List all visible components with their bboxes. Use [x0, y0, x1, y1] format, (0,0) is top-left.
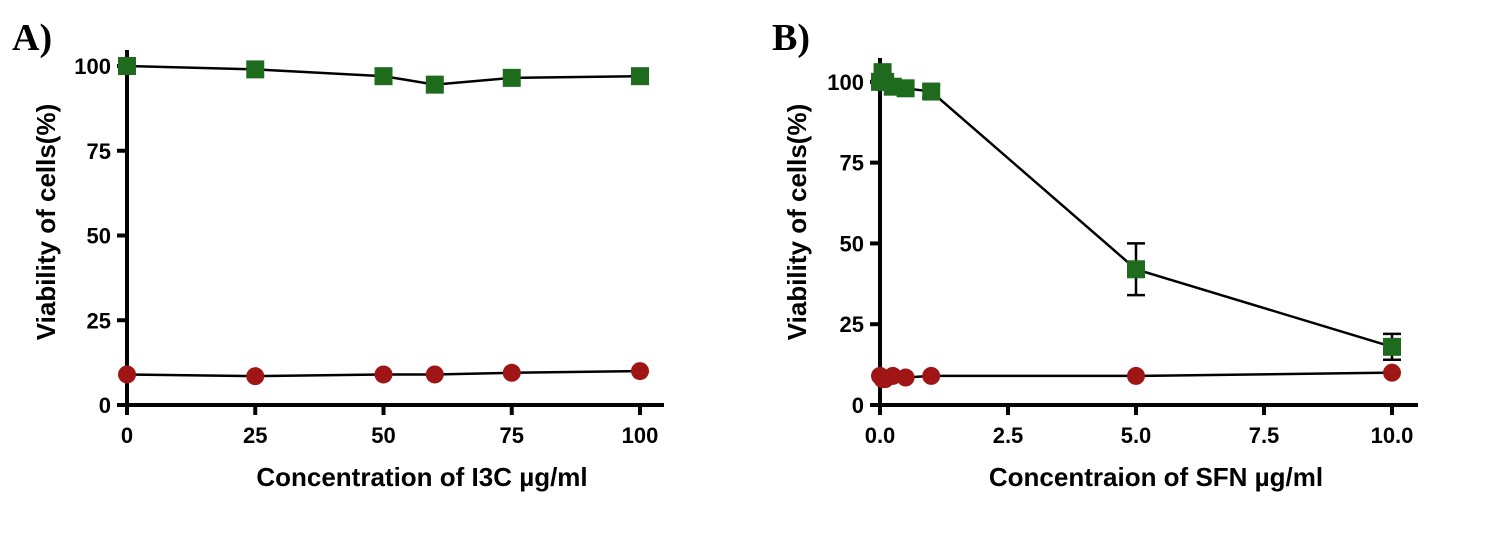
data-point-square-b: [922, 82, 941, 101]
y-tick-label-b: 0: [852, 393, 864, 418]
y-tick-label-a: 100: [74, 54, 111, 79]
y-tick-label-b: 50: [840, 231, 864, 256]
data-point-square-b: [1127, 260, 1145, 279]
x-tick-label-a: 75: [500, 423, 524, 448]
plot-area-a: 0 25 50 75 100 0 25 50 75 100: [74, 50, 664, 448]
data-point-square-a: [502, 68, 521, 87]
data-point-square-a: [425, 75, 444, 94]
data-point-circle-a: [425, 365, 444, 384]
panel-label-a: A): [12, 17, 52, 59]
x-axis-title-b: Concentraion of SFN µg/ml: [989, 462, 1323, 492]
y-tick-label-a: 75: [87, 139, 111, 164]
panel-label-b: B): [772, 17, 810, 59]
chart-panel-b: B) Viability of cells(%) Concentraion of…: [772, 17, 1418, 492]
data-point-circle-b: [896, 368, 915, 387]
data-point-square-a: [374, 67, 393, 86]
series-line-a-2: [126, 369, 641, 378]
data-point-square-a: [631, 67, 649, 86]
data-point-circle-a: [374, 365, 393, 384]
data-point-square-b: [896, 79, 915, 98]
x-tick-label-b: 2.5: [993, 423, 1024, 448]
chart-panel-a: A) Viability of cells(%) Concentration o…: [12, 17, 664, 492]
x-tick-label-b: 0.0: [865, 423, 896, 448]
data-point-circle-a: [502, 363, 521, 382]
x-tick-label-b: 7.5: [1249, 423, 1280, 448]
y-axis-title-a: Viability of cells(%): [31, 104, 61, 340]
y-tick-label-a: 0: [99, 393, 111, 418]
y-tick-label-a: 50: [87, 224, 111, 249]
x-axis-title-a: Concentration of I3C µg/ml: [256, 462, 587, 492]
data-point-circle-a: [631, 362, 649, 381]
x-tick-label-a: 100: [622, 423, 659, 448]
x-tick-label-b: 10.0: [1371, 423, 1414, 448]
x-tick-label-a: 0: [121, 423, 133, 448]
x-tick-label-a: 25: [243, 423, 267, 448]
data-point-circle-b: [1383, 363, 1401, 382]
x-tick-label-a: 50: [371, 423, 395, 448]
x-tick-label-b: 5.0: [1121, 423, 1152, 448]
data-point-circle-a: [246, 367, 265, 386]
data-point-square-a: [246, 60, 265, 79]
y-axis-title-b: Viability of cells(%): [782, 104, 812, 340]
y-tick-label-b: 75: [840, 151, 864, 176]
data-point-circle-b: [1127, 366, 1145, 385]
data-point-circle-b: [922, 366, 941, 385]
y-tick-label-b: 25: [840, 312, 864, 337]
data-point-square-b: [1383, 337, 1401, 356]
data-point-circle-a: [118, 365, 136, 384]
y-tick-label-b: 100: [827, 70, 864, 95]
series-line-b-1: [878, 67, 1393, 349]
data-point-square-a: [118, 57, 136, 75]
series-line-a-1: [126, 64, 641, 86]
plot-area-b: 0 25 50 75 100 0.0 2.5 5.0 7.5 10.0: [827, 58, 1418, 448]
y-tick-label-a: 25: [87, 308, 111, 333]
